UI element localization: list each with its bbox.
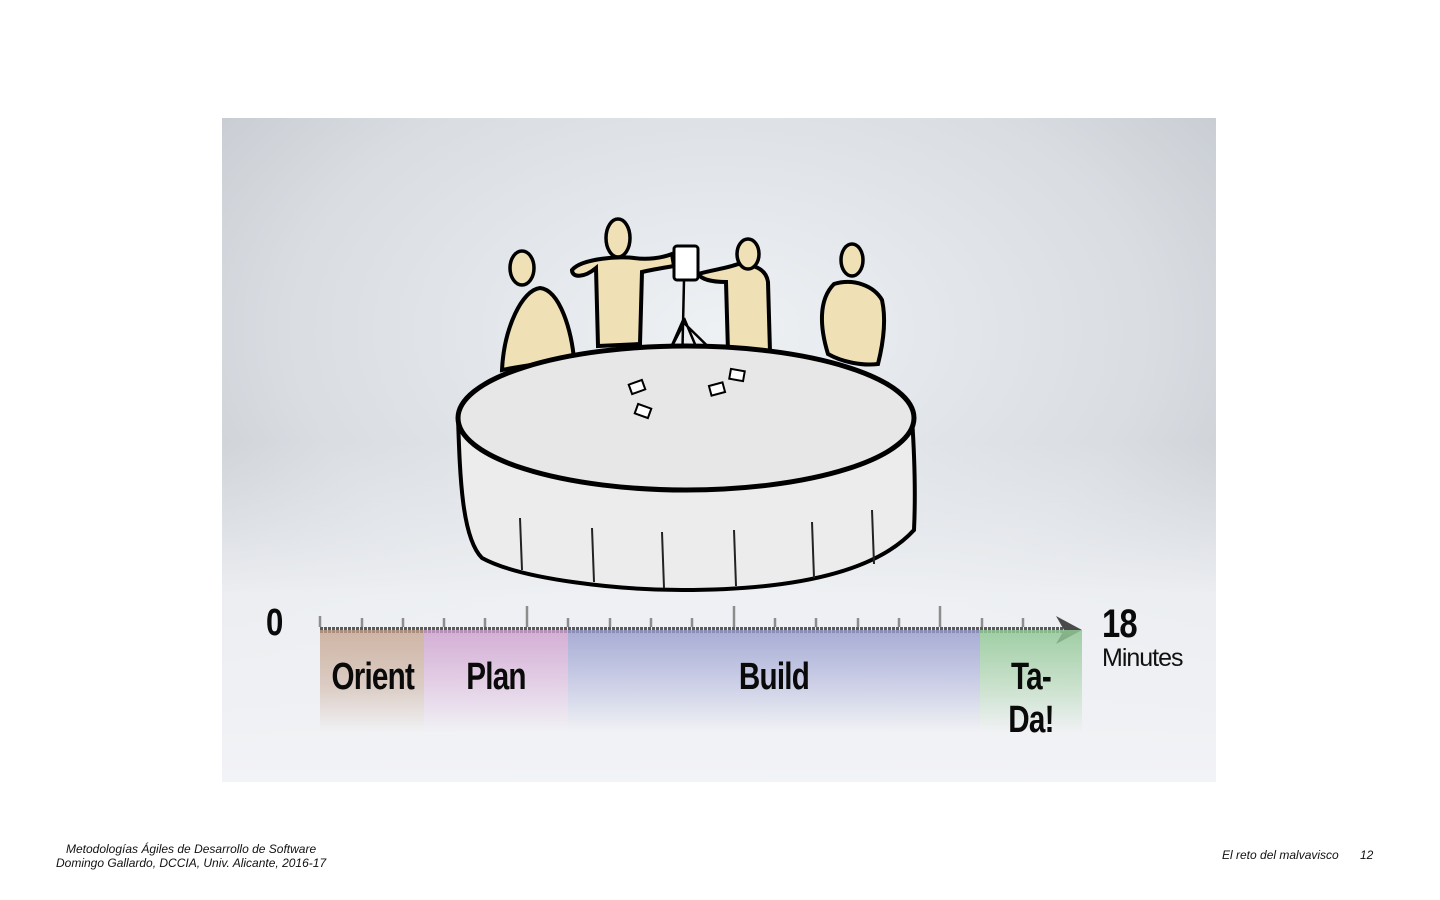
footer-course-info: Metodologías Ágiles de Desarrollo de Sof… <box>56 842 326 870</box>
round-table <box>455 343 917 593</box>
timeline-ticks <box>318 606 1025 627</box>
phase-tada: Ta-Da! <box>980 630 1082 741</box>
footer-course-title: Metodologías Ágiles de Desarrollo de Sof… <box>65 842 317 856</box>
timeline-unit-label: Minutes <box>1102 644 1184 672</box>
phase-build: Build <box>568 630 980 732</box>
phase-label-tada: Ta-Da! <box>1008 656 1054 741</box>
timeline-end-label: 18 <box>1102 602 1138 646</box>
page-number: 12 <box>1360 848 1374 862</box>
phase-plan: Plan <box>424 630 568 732</box>
person-figure-3 <box>694 237 773 354</box>
footer-section-title: El reto del malvavisco <box>1222 848 1339 862</box>
phase-label-orient: Orient <box>331 656 415 698</box>
phase-label-build: Build <box>738 656 810 698</box>
phase-label-plan: Plan <box>466 656 526 698</box>
slide-illustration: Orient Plan Build Ta-Da! 0 18 Minutes <box>222 118 1216 782</box>
person-figure-1 <box>499 249 577 373</box>
phase-orient: Orient <box>320 630 424 732</box>
footer-author-line: Domingo Gallardo, DCCIA, Univ. Alicante,… <box>56 856 327 870</box>
person-figure-2 <box>569 217 677 349</box>
person-figure-4 <box>819 242 887 367</box>
team-around-table-drawing <box>318 217 1082 644</box>
timeline-start-label: 0 <box>266 602 283 644</box>
